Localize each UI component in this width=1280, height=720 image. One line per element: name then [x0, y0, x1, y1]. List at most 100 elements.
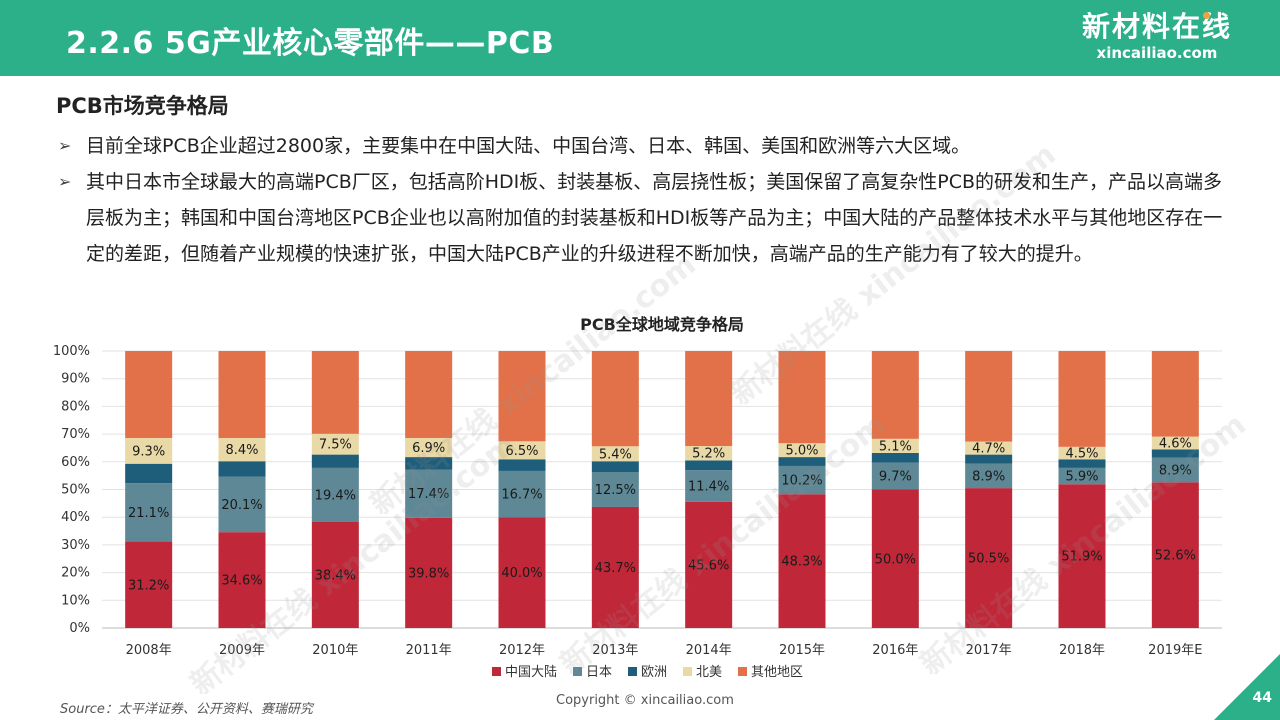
bar-segment	[311, 454, 359, 468]
y-tick-label: 70%	[61, 427, 90, 442]
legend-swatch	[573, 667, 582, 676]
y-tick-label: 0%	[69, 621, 90, 636]
bar-segment	[1058, 484, 1106, 628]
bar-segment	[218, 532, 266, 628]
legend-swatch	[738, 667, 747, 676]
data-label: 50.5%	[968, 552, 1009, 567]
bar-segment	[498, 441, 546, 460]
bar-segment	[1151, 351, 1199, 437]
bar-segment	[218, 437, 266, 462]
bar-segment	[965, 454, 1013, 464]
data-label: 31.2%	[128, 578, 169, 593]
bar-segment	[591, 461, 639, 473]
brand-logo: 新材料在线 xincailiao.com	[1082, 10, 1232, 68]
bar-segment	[405, 457, 453, 470]
x-tick-label: 2014年	[686, 643, 732, 658]
data-label: 39.8%	[408, 566, 449, 581]
bar-segment	[965, 463, 1013, 489]
source-note: Source：太平洋证券、公开资料、赛瑞研究	[60, 702, 313, 717]
x-tick-label: 2009年	[219, 643, 265, 658]
x-tick-label: 2010年	[312, 643, 358, 658]
bar-segment	[871, 351, 919, 439]
stacked-bar-chart: PCB全球地域竞争格局 0% 10% 20% 30% 40% 50% 60% 70% 80% 90%…	[53, 315, 1222, 680]
data-label: 9.3%	[132, 444, 165, 459]
data-label: 52.6%	[1155, 549, 1196, 564]
data-label: 5.4%	[599, 447, 632, 462]
x-tick-label: 2016年	[872, 643, 918, 658]
bar-segment	[685, 351, 733, 447]
x-tick-label: 2012年	[499, 643, 545, 658]
data-label: 9.7%	[879, 470, 912, 485]
bar-segment	[1058, 459, 1106, 468]
data-label: 8.4%	[225, 443, 258, 458]
bullet-item: ➢ 目前全球PCB企业超过2800家，主要集中在中国大陆、中国台湾、日本、韩国、…	[56, 128, 1236, 164]
data-label: 40.0%	[501, 566, 542, 581]
data-label: 12.5%	[595, 483, 636, 498]
bar-segment	[125, 541, 173, 628]
bar-segment	[311, 467, 359, 522]
bar-segment	[685, 460, 733, 471]
legend-label: 其他地区	[751, 665, 803, 680]
y-tick-label: 100%	[53, 344, 90, 359]
legend-label: 日本	[586, 665, 612, 680]
data-label: 19.4%	[315, 488, 356, 503]
data-label: 4.5%	[1065, 447, 1098, 462]
data-label: 38.4%	[315, 568, 356, 583]
bar-segment	[1058, 446, 1106, 460]
bar-segment	[1151, 436, 1199, 450]
y-tick-label: 30%	[61, 538, 90, 553]
bar-segment	[311, 351, 359, 434]
data-label: 8.9%	[1159, 463, 1192, 478]
x-tick-label: 2011年	[406, 643, 452, 658]
bar-segment	[685, 501, 733, 628]
bar-segment	[405, 469, 453, 518]
bullet-text: 其中日本市全球最大的高端PCB厂区，包括高阶HDI板、封装基板、高层挠性板；美国…	[86, 171, 1223, 265]
data-label: 4.6%	[1159, 436, 1192, 451]
page-title: 2.2.6 5G产业核心零部件——PCB	[66, 26, 555, 61]
legend-label: 中国大陆	[505, 664, 557, 680]
bar-segment	[1151, 482, 1199, 628]
x-tick-label: 2018年	[1059, 643, 1105, 658]
data-label: 16.7%	[501, 488, 542, 503]
y-tick-label: 60%	[61, 455, 90, 470]
data-label: 50.0%	[875, 552, 916, 567]
bar-segment	[591, 351, 639, 447]
y-tick-label: 50%	[61, 483, 90, 498]
legend-swatch	[628, 667, 637, 676]
x-tick-label: 2015年	[779, 643, 825, 658]
data-label: 21.1%	[128, 506, 169, 521]
bar-segment	[871, 452, 919, 463]
data-label: 8.9%	[972, 469, 1005, 484]
bar-segment	[778, 457, 826, 466]
bar-segment	[125, 463, 173, 484]
legend-label: 北美	[696, 665, 722, 680]
y-tick-label: 20%	[61, 566, 90, 581]
bar-segment	[405, 351, 453, 438]
data-label: 17.4%	[408, 487, 449, 502]
data-label: 34.6%	[221, 574, 262, 589]
logo-url: xincailiao.com	[1096, 44, 1218, 62]
x-tick-label: 2013年	[592, 643, 638, 658]
legend-label: 欧洲	[641, 665, 667, 680]
bar-segment	[685, 446, 733, 461]
arrow-bullet-icon: ➢	[58, 136, 72, 155]
bar-segment	[405, 517, 453, 628]
data-label: 43.7%	[595, 561, 636, 576]
bar-segment	[778, 351, 826, 444]
y-tick-label: 10%	[61, 593, 90, 608]
x-tick-label: 2017年	[966, 643, 1012, 658]
y-tick-label: 40%	[61, 510, 90, 525]
chart-title: PCB全球地域竞争格局	[580, 315, 744, 334]
bar-segment	[1058, 467, 1106, 485]
bar-segment	[965, 351, 1013, 442]
arrow-bullet-icon: ➢	[58, 172, 72, 191]
bar-segment	[965, 488, 1013, 628]
bar-segment	[125, 483, 173, 542]
data-label: 10.2%	[781, 474, 822, 489]
data-label: 45.6%	[688, 558, 729, 573]
page-number: 44	[1252, 690, 1272, 706]
data-label: 6.9%	[412, 441, 445, 456]
bar-segment	[1151, 457, 1199, 483]
bar-segment	[125, 351, 173, 438]
bar-segment	[498, 459, 546, 471]
